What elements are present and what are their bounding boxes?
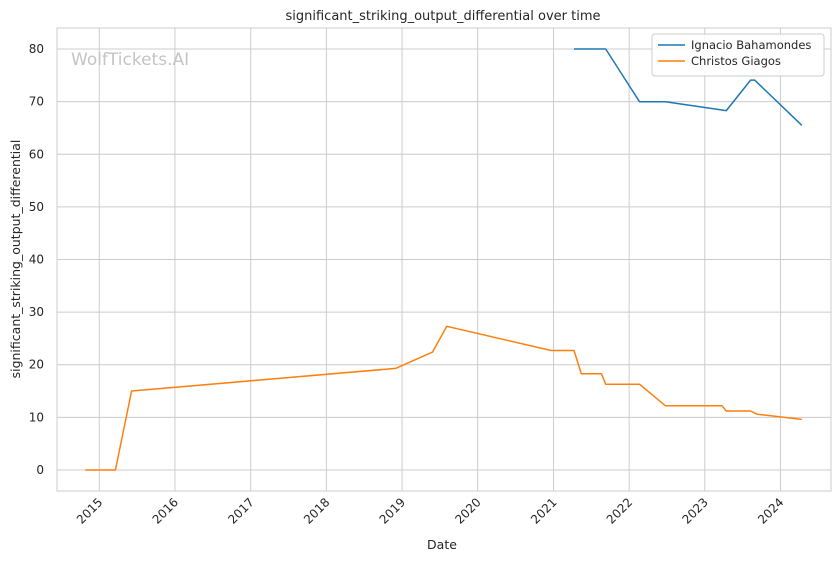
y-tick-label: 10 <box>29 410 44 424</box>
x-axis-title: Date <box>427 537 457 552</box>
plot-frame <box>56 27 832 492</box>
series-lines <box>85 48 803 471</box>
y-tick-label: 70 <box>29 95 44 109</box>
legend: Ignacio Bahamondes Christos Giagos <box>651 33 825 77</box>
watermark-text: WolfTickets.AI <box>71 50 189 70</box>
legend-box <box>651 33 825 77</box>
y-tick-label: 0 <box>36 463 44 477</box>
y-tick-label: 60 <box>29 147 44 161</box>
legend-label: Ignacio Bahamondes <box>691 38 811 52</box>
y-tick-label: 50 <box>29 200 44 214</box>
series-line-2 <box>85 325 802 471</box>
y-tick-label: 30 <box>29 305 44 319</box>
chart-title: significant_striking_output_differential… <box>286 9 601 24</box>
y-tick-label: 80 <box>29 42 44 56</box>
legend-label: Christos Giagos <box>691 54 781 68</box>
y-axis-title: significant_striking_output_differential <box>8 140 23 379</box>
y-tick-label: 40 <box>29 253 44 267</box>
y-tick-label: 20 <box>29 358 44 372</box>
series-line-1 <box>574 48 803 126</box>
grid-lines <box>57 28 831 491</box>
